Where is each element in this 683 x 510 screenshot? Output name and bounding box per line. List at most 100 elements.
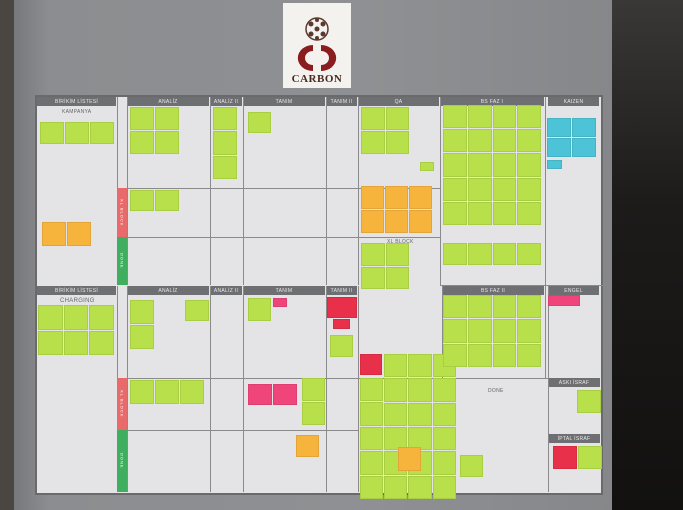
- sticky-note: [467, 243, 492, 265]
- sticky-note: [333, 319, 350, 329]
- carbon-logo-icon: [297, 17, 337, 71]
- sticky-note: [467, 295, 492, 319]
- sticky-note: [384, 402, 408, 426]
- sticky-note: [432, 378, 456, 402]
- sticky-note: [65, 122, 89, 144]
- sticky-note: [361, 131, 385, 154]
- grid-line: [243, 97, 244, 285]
- sticky-note: [547, 138, 571, 157]
- sticky-note: [213, 155, 237, 179]
- grid-line: [127, 237, 440, 238]
- sticky-note: [296, 435, 319, 457]
- sticky-note: [443, 177, 467, 201]
- sticky-note: [443, 295, 467, 319]
- sticky-note: [361, 107, 385, 130]
- sticky-note: [248, 384, 272, 405]
- grid-line: [210, 97, 211, 285]
- sticky-note: [572, 118, 596, 137]
- sticky-note: [432, 451, 456, 475]
- sticky-note: [67, 222, 91, 246]
- sticky-note: [492, 177, 517, 201]
- sticky-note: [548, 295, 580, 306]
- column-header: TANIM II: [326, 286, 357, 295]
- sticky-note: [443, 343, 467, 367]
- swimlane-xl-strip: XL BLOCK: [117, 188, 127, 237]
- grid-line: [326, 97, 327, 285]
- sticky-note: [460, 455, 483, 477]
- sticky-note: [547, 160, 562, 169]
- sticky-note: [517, 153, 541, 177]
- sticky-note: [467, 201, 492, 225]
- grid-line: [548, 286, 549, 492]
- swimlane-done-strip: DONE: [117, 430, 127, 492]
- sticky-note: [155, 131, 179, 154]
- grid-line: [358, 97, 359, 285]
- column-header: BİRİKİM LİSTESİ: [37, 97, 116, 106]
- sticky-note: [492, 129, 517, 153]
- sticky-note: [385, 186, 408, 209]
- sticky-note: [180, 380, 204, 404]
- grid-line: [358, 286, 359, 492]
- sticky-note: [408, 475, 432, 499]
- sticky-note: [63, 305, 89, 330]
- sticky-note: [517, 129, 541, 153]
- sticky-note: [213, 131, 237, 155]
- sticky-note: [467, 105, 492, 129]
- sticky-note: [327, 297, 357, 318]
- column-header: ANALİZ: [127, 97, 209, 106]
- sticky-note: [517, 105, 541, 129]
- lane-label: KAMPANYA: [62, 109, 92, 115]
- sticky-note: [443, 243, 467, 265]
- sticky-note: [517, 343, 541, 367]
- sticky-note: [409, 210, 432, 233]
- sticky-note: [517, 295, 541, 319]
- sticky-note: [408, 354, 432, 378]
- sticky-note: [577, 390, 601, 413]
- grid-line: [127, 97, 128, 285]
- grid-line: [127, 188, 440, 189]
- sticky-note: [330, 335, 353, 357]
- sticky-note: [89, 330, 114, 355]
- sticky-note: [360, 378, 383, 402]
- column-header: TANIM: [243, 97, 325, 106]
- column-header: BİRİKİM LİSTESİ: [37, 286, 116, 295]
- column-header: BS FAZ II: [442, 286, 544, 295]
- sticky-note: [408, 378, 432, 402]
- sticky-note: [432, 402, 456, 426]
- column-header: ENGEL: [548, 286, 599, 295]
- sticky-note: [492, 105, 517, 129]
- sticky-note: [130, 107, 154, 130]
- sticky-note: [360, 475, 383, 499]
- sticky-note: [361, 243, 385, 266]
- sticky-note: [572, 138, 596, 157]
- sticky-note: [360, 354, 382, 375]
- sticky-note: [398, 447, 421, 471]
- lane-label: CHARGING: [60, 298, 95, 304]
- sticky-note: [42, 222, 66, 246]
- sticky-note: [273, 384, 297, 405]
- sticky-note: [360, 426, 383, 451]
- sticky-note: [89, 305, 114, 330]
- sticky-note: [385, 210, 408, 233]
- done-label: DONE: [488, 388, 504, 394]
- sticky-note: [492, 319, 517, 343]
- sticky-note: [90, 122, 114, 144]
- sticky-note: [384, 354, 408, 378]
- grid-line: [440, 97, 441, 285]
- logo-text: CARBON: [291, 73, 343, 85]
- sticky-note: [409, 186, 432, 209]
- grid-line: [210, 286, 211, 492]
- sticky-note: [517, 201, 541, 225]
- sticky-note: [38, 305, 63, 330]
- sticky-note: [492, 201, 517, 225]
- column-header: ANALİZ II: [210, 286, 242, 295]
- sticky-note: [130, 131, 154, 154]
- sticky-note: [248, 112, 271, 133]
- wall-edge: [0, 0, 14, 510]
- grid-line: [545, 97, 546, 285]
- sticky-note: [360, 402, 383, 426]
- sticky-note: [38, 330, 63, 355]
- sticky-note: [467, 319, 492, 343]
- sticky-note: [155, 190, 179, 211]
- sticky-note: [384, 475, 408, 499]
